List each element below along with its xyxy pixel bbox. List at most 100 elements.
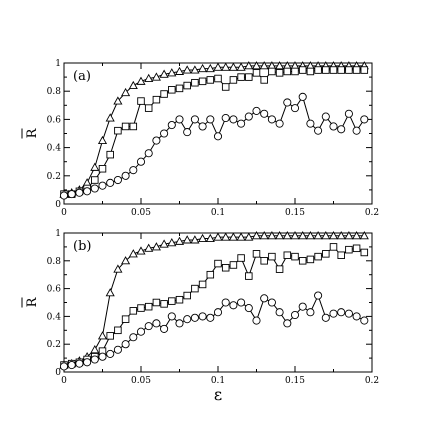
data-point-triangle	[313, 231, 323, 240]
data-point-triangle	[105, 113, 115, 122]
data-point-triangle	[267, 231, 277, 240]
y-tick-label: 0.8	[47, 257, 62, 267]
data-point-circle	[175, 115, 184, 124]
data-point-circle	[59, 362, 69, 371]
data-point-circle	[83, 187, 92, 196]
data-point-triangle	[121, 256, 131, 265]
data-point-triangle	[228, 62, 238, 71]
data-point-square	[306, 255, 315, 264]
data-point-circle	[213, 132, 223, 141]
data-point-square	[106, 332, 114, 340]
data-point-square	[137, 97, 145, 105]
data-point-square	[144, 104, 153, 112]
data-point-circle	[252, 106, 261, 115]
data-point-triangle	[190, 235, 200, 244]
data-point-circle	[75, 359, 84, 368]
data-point-triangle	[190, 65, 200, 74]
data-point-triangle	[90, 345, 100, 354]
data-point-square	[191, 284, 199, 293]
data-point-circle	[229, 301, 238, 310]
x-axis-label: ε	[214, 385, 222, 404]
y-axis-label: R	[25, 296, 40, 307]
data-point-circle	[83, 358, 92, 367]
panel-a: 0 0.05 0.1 0.15 0.2 0 0.2 0.4 0.6 0.8 1 (a) R	[21, 59, 379, 218]
data-point-square	[329, 243, 338, 251]
data-point-circle	[121, 171, 130, 180]
data-point-circle	[136, 157, 146, 166]
y-axis-label: R	[25, 127, 40, 138]
data-point-square	[152, 95, 161, 104]
data-point-square	[129, 122, 138, 131]
data-point-square	[337, 251, 345, 259]
series-line-circle	[63, 95, 365, 197]
data-point-circle	[337, 125, 346, 134]
data-point-circle	[160, 324, 169, 333]
data-point-square	[214, 259, 222, 268]
data-point-square	[298, 257, 307, 265]
data-point-square	[229, 76, 238, 84]
data-point-square	[245, 73, 253, 81]
data-point-square	[283, 67, 292, 76]
data-point-triangle	[151, 242, 161, 251]
data-point-triangle	[275, 61, 285, 70]
data-point-triangle	[136, 246, 146, 255]
data-point-circle	[221, 298, 230, 307]
y-tick-label: 0.8	[47, 87, 62, 97]
data-point-square	[268, 252, 276, 261]
data-point-square	[121, 122, 130, 131]
data-point-square	[352, 66, 361, 74]
data-point-circle	[252, 316, 261, 325]
data-point-triangle	[251, 61, 262, 70]
data-point-square	[306, 67, 315, 76]
data-point-circle	[329, 122, 338, 131]
data-point-circle	[183, 315, 192, 324]
data-point-triangle	[97, 331, 108, 340]
data-point-triangle	[336, 231, 346, 240]
data-point-triangle	[159, 239, 169, 248]
data-point-triangle	[136, 76, 146, 85]
data-point-circle	[321, 313, 330, 322]
data-point-triangle	[228, 232, 238, 241]
data-point-triangle	[144, 73, 154, 83]
data-point-circle	[290, 104, 300, 113]
data-point-circle	[113, 345, 122, 354]
data-point-square	[152, 298, 161, 307]
data-point-square	[229, 261, 238, 269]
series-line-circle	[63, 294, 365, 367]
data-point-square	[114, 326, 122, 335]
data-point-triangle	[105, 288, 115, 297]
data-point-circle	[183, 128, 192, 137]
data-point-triangle	[90, 162, 100, 171]
data-point-circle	[206, 115, 215, 124]
data-point-square	[221, 264, 230, 272]
data-point-triangle	[182, 65, 192, 74]
data-point-triangle	[259, 231, 269, 240]
series-line-square	[63, 246, 365, 366]
data-point-triangle	[298, 231, 308, 240]
data-point-circle	[106, 349, 115, 358]
data-point-square	[360, 248, 369, 257]
data-point-square	[298, 66, 307, 74]
data-point-triangle	[236, 232, 246, 241]
data-point-circle	[144, 322, 153, 331]
data-point-triangle	[167, 68, 177, 77]
data-point-circle	[160, 129, 169, 138]
data-point-circle	[237, 298, 246, 307]
data-point-circle	[267, 115, 276, 124]
data-point-triangle	[344, 231, 354, 240]
data-point-square	[137, 304, 145, 312]
data-point-square	[268, 67, 276, 76]
data-point-square	[106, 150, 114, 159]
data-point-square	[191, 78, 199, 87]
data-point-circle	[283, 319, 292, 328]
data-point-square	[214, 74, 222, 83]
data-point-circle	[67, 360, 76, 370]
data-point-circle	[144, 149, 153, 158]
data-point-square	[168, 297, 176, 305]
data-point-square	[160, 90, 168, 98]
data-point-circle	[352, 126, 361, 135]
data-point-square	[345, 66, 353, 74]
data-point-circle	[244, 304, 253, 313]
data-point-circle	[98, 352, 107, 361]
data-point-circle	[229, 115, 238, 124]
